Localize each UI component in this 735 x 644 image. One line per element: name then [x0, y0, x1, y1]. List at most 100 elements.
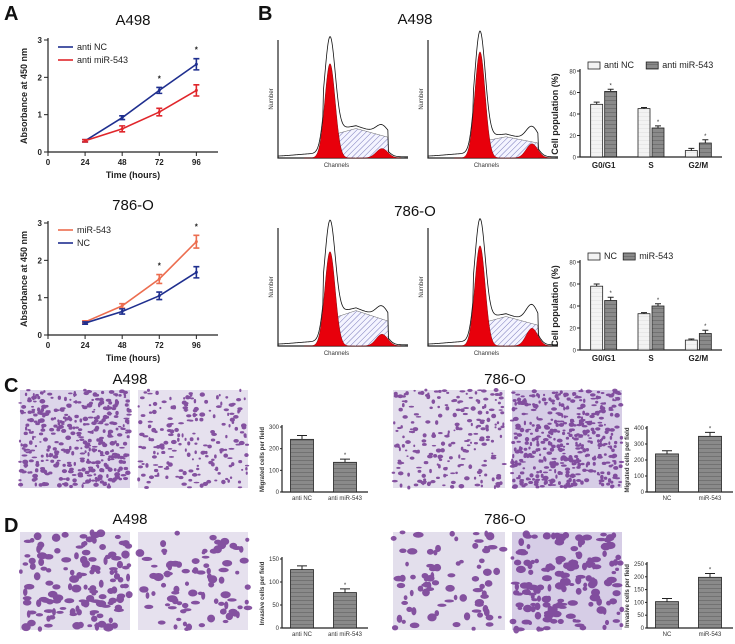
- y-tick-label: 40: [569, 113, 576, 119]
- x-axis-label: Channels: [324, 351, 349, 357]
- category-label: G0/G1: [592, 161, 616, 170]
- x-tick-label: 24: [81, 158, 90, 167]
- y-axis-label: Absorbance at 450 nm: [19, 231, 29, 327]
- error-bar: [705, 572, 715, 578]
- series-line-miR-543: [84, 241, 197, 323]
- stained-cells: [137, 388, 250, 489]
- g2-peak: [355, 333, 401, 347]
- significance-star: *: [344, 453, 347, 459]
- category-label: anti NC: [292, 496, 313, 502]
- x-tick-label: 48: [118, 158, 127, 167]
- series-line-anti-miR-543: [84, 89, 197, 142]
- y-tick-label: 60: [569, 283, 576, 289]
- significance-star: *: [704, 134, 707, 140]
- error-bar: [641, 107, 647, 109]
- legend-label: miR-543: [639, 251, 673, 261]
- bar-anti-NC: [637, 108, 651, 158]
- bar-miR-543: [698, 435, 722, 493]
- micrograph-image: [18, 529, 133, 632]
- y-tick-label: 150: [634, 588, 645, 594]
- significance-star: *: [709, 567, 712, 573]
- y-tick-label: 250: [634, 562, 645, 568]
- stained-cells: [18, 529, 133, 632]
- g1-peak: [453, 51, 506, 159]
- significance-star: *: [657, 120, 660, 126]
- x-tick-label: 96: [192, 341, 201, 350]
- significance-star: *: [158, 74, 162, 83]
- x-tick-label: 0: [46, 341, 51, 350]
- legend-swatch: [587, 61, 601, 70]
- histogram-outline: [277, 219, 409, 346]
- data-point: [157, 277, 161, 281]
- error-bar: [297, 434, 307, 440]
- x-axis-label: Channels: [324, 163, 349, 169]
- error-bar: [688, 338, 695, 341]
- error-bar: [702, 329, 709, 334]
- y-axis-label: Number: [419, 276, 425, 297]
- significance-star: *: [609, 83, 612, 89]
- legend-label: anti miR-543: [77, 55, 128, 65]
- bar-NC: [684, 339, 698, 351]
- y-tick-label: 0: [573, 156, 577, 162]
- histogram-outline: [277, 35, 409, 158]
- y-tick-label: 100: [269, 468, 280, 474]
- y-tick-label: 3: [38, 219, 43, 228]
- stained-cells: [18, 388, 132, 489]
- y-axis-label: Number: [419, 88, 425, 109]
- y-tick-label: 0: [38, 148, 43, 157]
- significance-star: *: [709, 426, 712, 432]
- g2-peak: [505, 143, 551, 159]
- error-bar: [655, 125, 661, 128]
- legend-swatch: [587, 252, 601, 261]
- category-label: NC: [663, 496, 672, 502]
- stained-cells: [390, 530, 508, 631]
- micrograph-image: [390, 530, 508, 631]
- y-axis-label: Migrated cells per field: [260, 427, 266, 492]
- x-tick-label: 48: [118, 341, 127, 350]
- category-label: G2/M: [689, 354, 709, 363]
- category-label: anti miR-543: [328, 632, 363, 638]
- error-bar: [641, 312, 647, 314]
- bar-anti-NC: [290, 438, 314, 493]
- category-label: G0/G1: [592, 354, 616, 363]
- data-point: [120, 127, 124, 131]
- data-point: [194, 270, 198, 274]
- g1-peak: [453, 245, 506, 347]
- data-point: [83, 321, 87, 325]
- flow-title-a498: A498: [397, 11, 432, 28]
- x-axis-label: Channels: [474, 163, 499, 169]
- legend-swatch: [645, 61, 659, 70]
- error-bar: [340, 458, 350, 463]
- category-label: S: [648, 161, 654, 170]
- micrograph-image: [509, 388, 625, 489]
- y-axis-label: Migrated cells per field: [625, 427, 631, 492]
- y-tick-label: 20: [569, 327, 576, 333]
- x-tick-label: 72: [155, 341, 164, 350]
- category-label: NC: [663, 632, 672, 638]
- y-tick-label: 1: [38, 111, 43, 120]
- flow-histogram: Channels Number: [269, 35, 409, 169]
- series-line-anti-NC: [84, 63, 197, 142]
- legend-swatch: [622, 252, 636, 261]
- error-bar: [340, 588, 350, 593]
- error-bar: [662, 598, 672, 602]
- category-label: miR-543: [699, 496, 722, 502]
- micrograph-background: [20, 390, 130, 488]
- line-chart-A_A498: A498 0 1 2 3 0 24 48 72 96 Time (hours) Absorbance …: [19, 12, 218, 180]
- y-tick-label: 1: [38, 294, 43, 303]
- stained-cells: [135, 530, 253, 632]
- y-tick-label: 2: [38, 256, 43, 265]
- legend-label: anti NC: [604, 60, 635, 70]
- bar-anti-NC: [684, 150, 698, 158]
- y-tick-label: 40: [569, 305, 576, 311]
- bar-NC: [637, 313, 651, 351]
- data-point: [83, 139, 87, 143]
- x-axis-label: Time (hours): [106, 353, 160, 363]
- data-point: [120, 116, 124, 120]
- migration-title-a498: A498: [112, 371, 147, 388]
- category-label: anti miR-543: [328, 496, 363, 502]
- y-tick-label: 300: [269, 425, 280, 431]
- flow-title-786o: 786-O: [394, 203, 436, 220]
